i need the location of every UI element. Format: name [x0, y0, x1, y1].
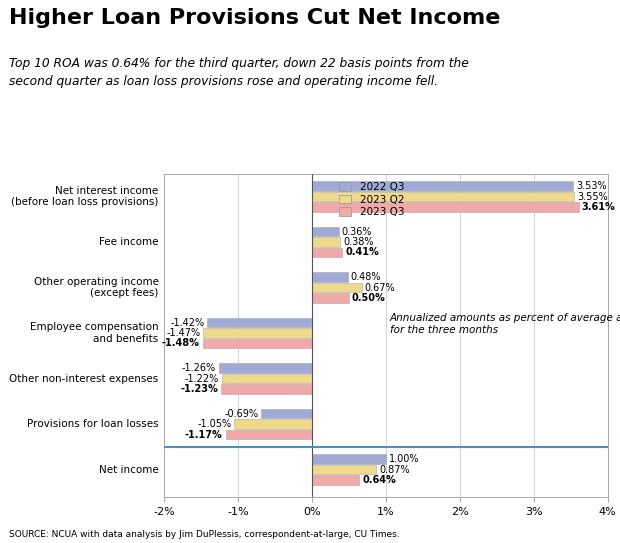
Bar [312, 192, 574, 201]
Bar [203, 339, 312, 348]
Bar [207, 318, 312, 327]
Bar [312, 283, 361, 292]
Legend: 2022 Q3, 2023 Q2, 2023 Q3: 2022 Q3, 2023 Q2, 2023 Q3 [336, 179, 407, 220]
Text: 0.41%: 0.41% [345, 248, 379, 257]
Bar [234, 419, 312, 429]
Text: -1.23%: -1.23% [180, 384, 218, 394]
Bar [312, 203, 579, 212]
Text: -0.69%: -0.69% [224, 408, 258, 419]
Bar [312, 293, 349, 302]
Text: 3.53%: 3.53% [576, 181, 606, 191]
Bar [226, 430, 312, 439]
Bar [203, 329, 312, 338]
Bar [261, 409, 312, 418]
Text: SOURCE: NCUA with data analysis by Jim DuPlessis, correspondent-at-large, CU Tim: SOURCE: NCUA with data analysis by Jim D… [9, 529, 400, 539]
Text: Top 10 ROA was 0.64% for the third quarter, down 22 basis points from the
second: Top 10 ROA was 0.64% for the third quart… [9, 57, 469, 88]
Text: 0.48%: 0.48% [350, 272, 381, 282]
Bar [312, 181, 573, 191]
Text: 3.55%: 3.55% [577, 192, 608, 201]
Bar [222, 374, 312, 383]
Bar [221, 384, 312, 394]
Text: 1.00%: 1.00% [389, 454, 419, 464]
Text: -1.17%: -1.17% [185, 430, 223, 439]
Bar [312, 273, 348, 282]
Bar [312, 454, 386, 464]
Text: -1.22%: -1.22% [185, 374, 219, 383]
Text: -1.42%: -1.42% [170, 318, 204, 327]
Text: -1.05%: -1.05% [197, 419, 231, 429]
Bar [312, 465, 376, 474]
Text: 0.50%: 0.50% [352, 293, 386, 303]
Text: -1.48%: -1.48% [162, 338, 200, 349]
Text: Higher Loan Provisions Cut Net Income: Higher Loan Provisions Cut Net Income [9, 8, 501, 28]
Bar [312, 248, 342, 257]
Text: 0.38%: 0.38% [343, 237, 374, 247]
Text: 0.64%: 0.64% [362, 475, 396, 485]
Bar [312, 237, 340, 247]
Text: -1.26%: -1.26% [182, 363, 216, 373]
Bar [312, 227, 339, 236]
Bar [219, 363, 312, 373]
Text: 0.87%: 0.87% [379, 465, 410, 475]
Text: Annualized amounts as percent of average assets
for the three months: Annualized amounts as percent of average… [389, 313, 620, 334]
Text: 0.67%: 0.67% [365, 282, 395, 293]
Bar [312, 475, 360, 485]
Text: -1.47%: -1.47% [166, 328, 200, 338]
Text: 0.36%: 0.36% [342, 226, 372, 237]
Text: 3.61%: 3.61% [582, 202, 616, 212]
